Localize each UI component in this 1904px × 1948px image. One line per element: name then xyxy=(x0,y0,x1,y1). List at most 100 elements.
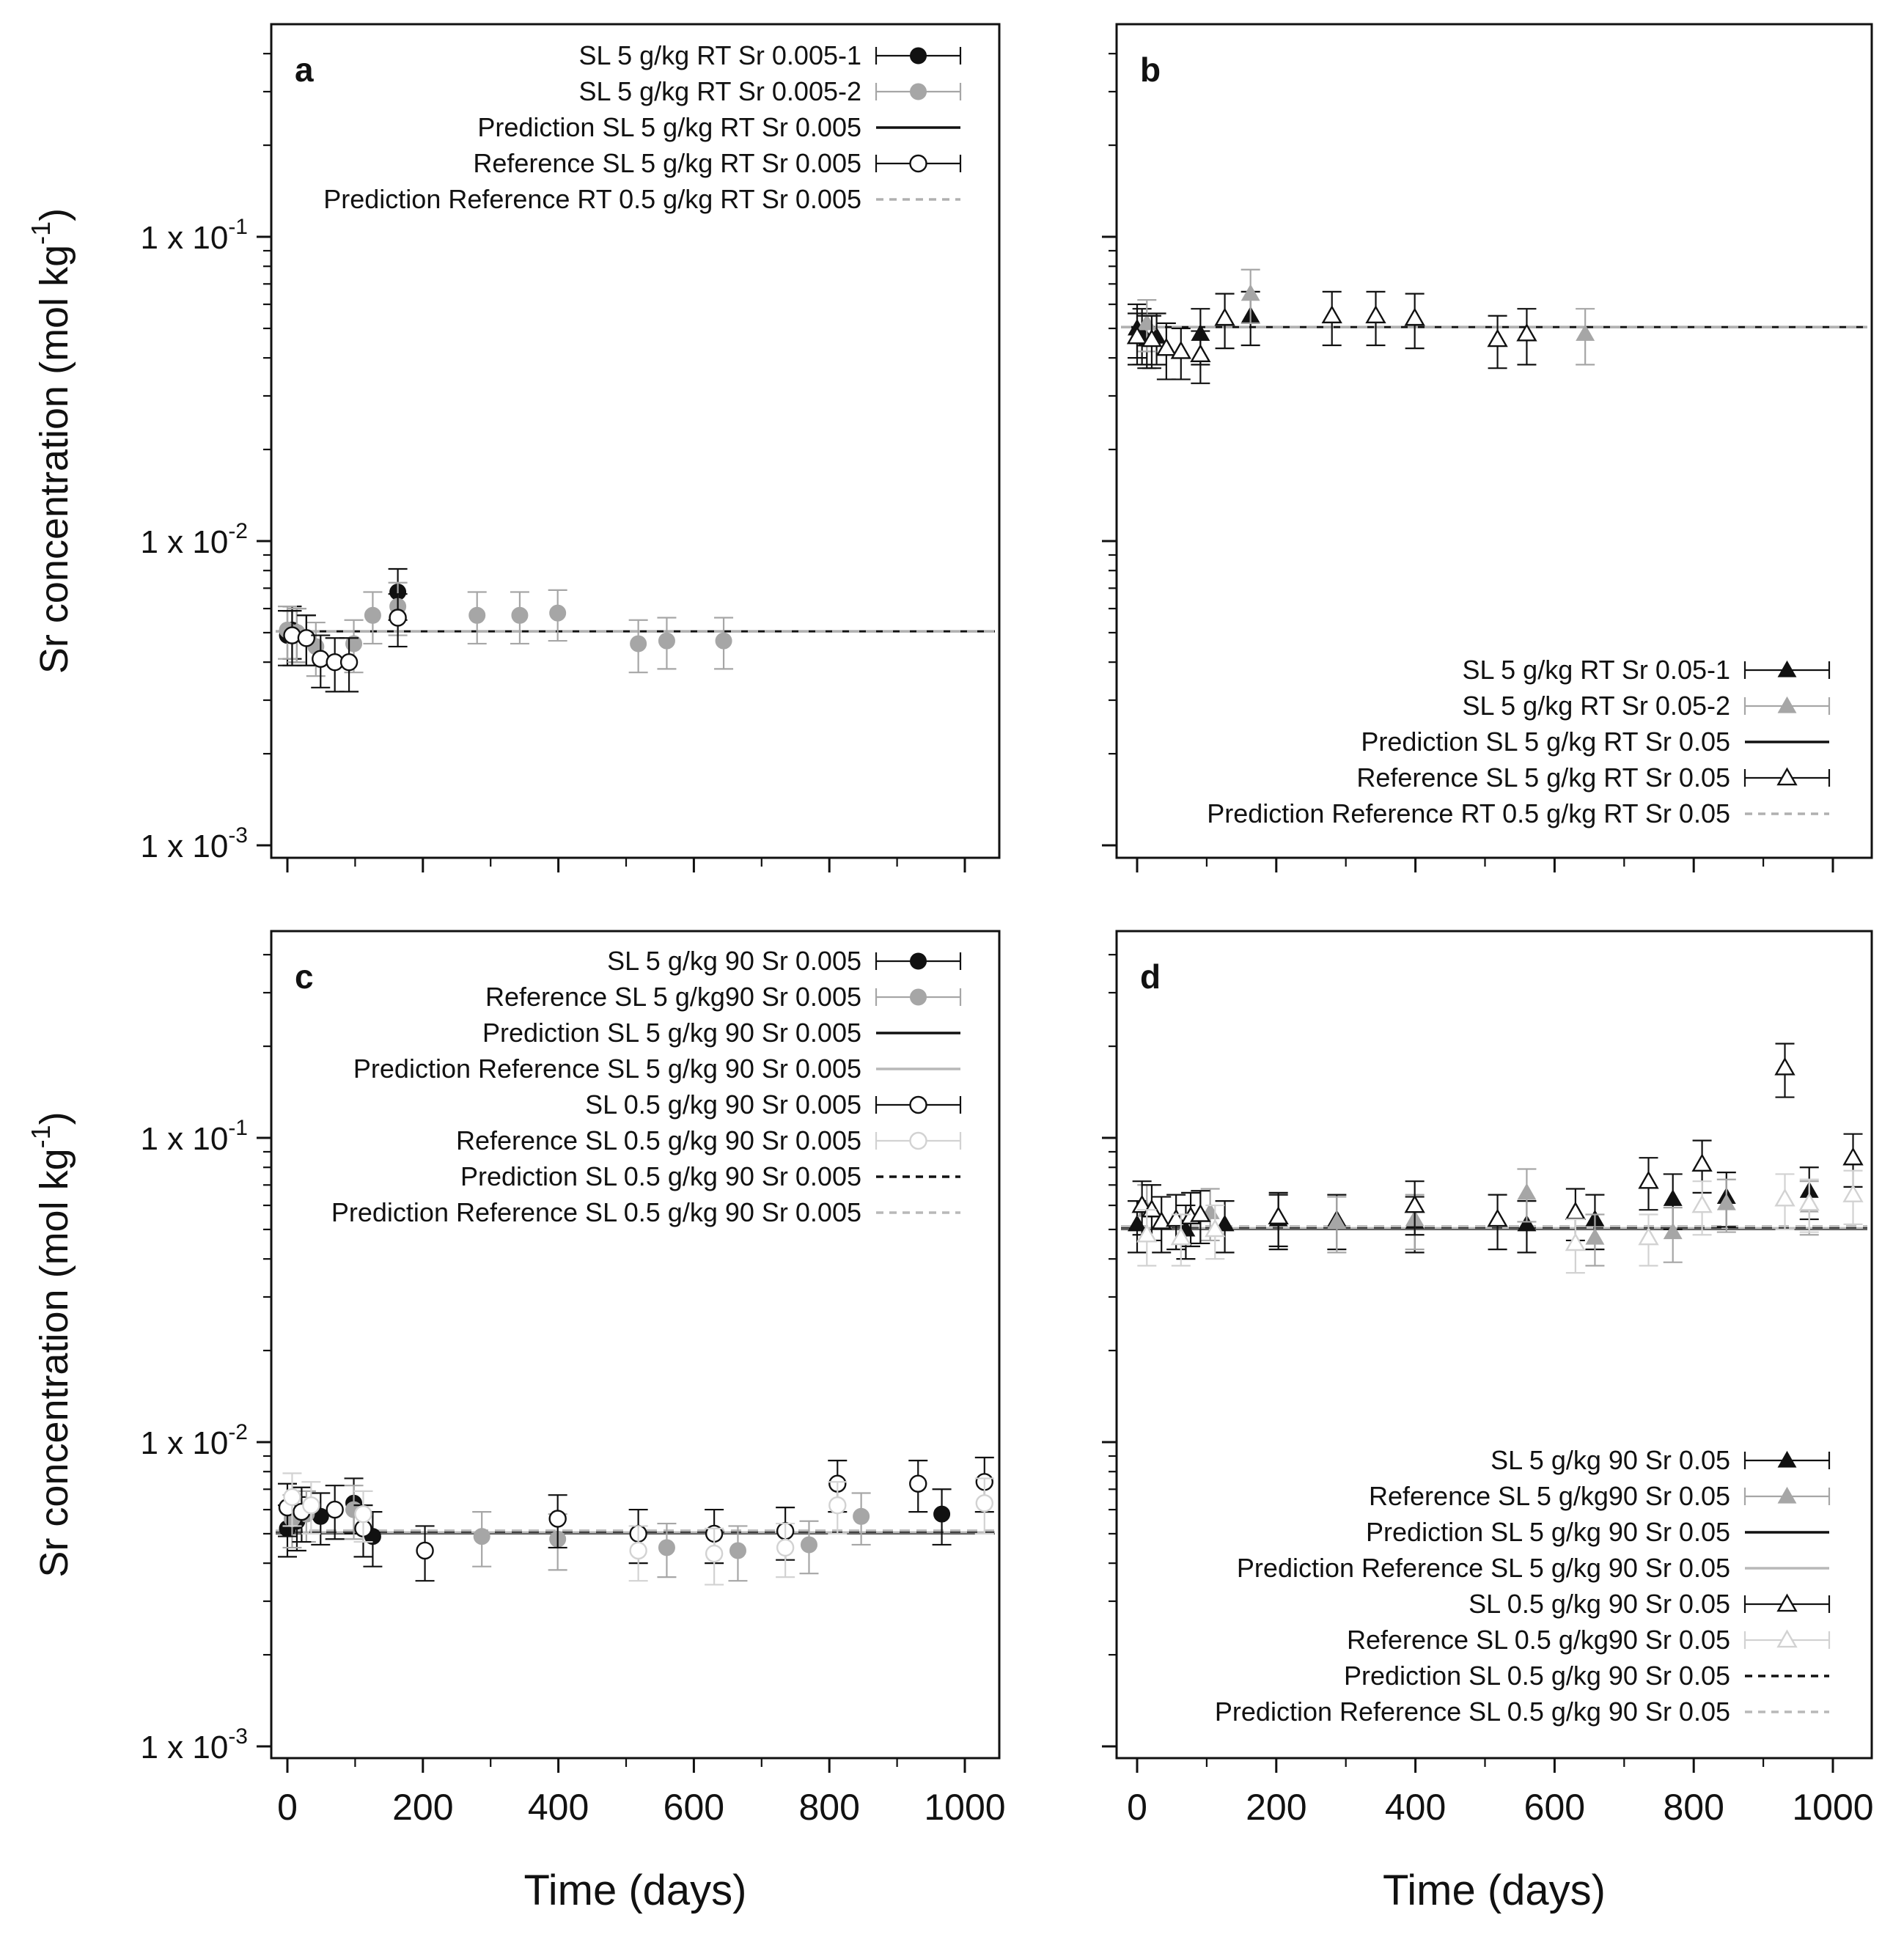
x-tick-label: 400 xyxy=(1385,1787,1446,1828)
data-point xyxy=(1365,305,1386,324)
panel-a: a1 x 10-11 x 10-21 x 10-3Sr concentratio… xyxy=(26,23,1001,872)
data-point xyxy=(1240,284,1260,301)
y-tick-exp: -1 xyxy=(228,1116,248,1140)
plot-frame xyxy=(1115,23,1873,859)
legend-label: SL 5 g/kg 90 Sr 0.05 xyxy=(1491,1445,1730,1475)
legend-label: Reference SL 5 g/kg90 Sr 0.005 xyxy=(485,982,861,1012)
data-point xyxy=(1141,328,1163,348)
legend: SL 5 g/kg RT Sr 0.005-1 SL 5 g/kg RT Sr 0… xyxy=(323,40,962,214)
legend-label: Prediction SL 5 g/kg RT Sr 0.005 xyxy=(477,112,861,142)
legend-label: Prediction Reference SL 5 g/kg 90 Sr 0.0… xyxy=(1237,1553,1730,1583)
data-series xyxy=(278,1456,994,1582)
legend-marker xyxy=(1777,696,1797,713)
data-point xyxy=(776,1538,795,1557)
data-series xyxy=(1136,1169,1864,1274)
y-axis-label: Sr concentration (mol kg-1) xyxy=(26,1111,76,1577)
data-point xyxy=(729,1542,746,1559)
legend-label: SL 5 g/kg RT Sr 0.05-2 xyxy=(1462,691,1730,721)
data-point xyxy=(1716,1193,1736,1210)
y-axis-label-exp: -1 xyxy=(26,1125,56,1148)
legend: SL 5 g/kg 90 Sr 0.05 Reference SL 5 g/kg9… xyxy=(1215,1445,1831,1727)
data-point xyxy=(1404,307,1425,326)
data-point xyxy=(1774,1188,1795,1207)
y-tick-label: 1 x 10-2 xyxy=(140,519,248,560)
data-point xyxy=(1638,1227,1659,1246)
data-point xyxy=(1170,1227,1191,1246)
data-point xyxy=(705,1544,724,1563)
y-tick-label: 1 x 10-2 xyxy=(140,1420,248,1461)
x-tick-label: 200 xyxy=(1246,1787,1306,1828)
data-point xyxy=(1404,1194,1425,1213)
panel-d: d 0 200 400 600 800 1000 Time (days) SL 5 g/kg 9… xyxy=(1102,930,1874,1914)
data-point xyxy=(1842,1147,1864,1166)
data-point xyxy=(1190,344,1211,362)
legend-label: Prediction SL 0.5 g/kg 90 Sr 0.05 xyxy=(1344,1661,1730,1691)
legend-label: Prediction Reference SL 0.5 g/kg 90 Sr 0… xyxy=(331,1197,861,1227)
legend-marker xyxy=(1776,1629,1798,1648)
y-tick-base: 1 x 10 xyxy=(140,1121,228,1157)
legend-label: Reference SL 0.5 g/kg90 Sr 0.05 xyxy=(1347,1625,1730,1655)
panel-letter: b xyxy=(1140,51,1161,89)
data-point xyxy=(800,1536,817,1554)
data-point xyxy=(1842,1184,1864,1202)
data-point xyxy=(339,653,359,672)
data-point xyxy=(1585,1227,1605,1245)
data-point xyxy=(473,1528,490,1545)
data-point xyxy=(1576,324,1595,341)
legend-label: SL 0.5 g/kg 90 Sr 0.05 xyxy=(1469,1589,1730,1619)
y-tick-exp: -2 xyxy=(228,519,248,543)
data-point xyxy=(630,635,647,653)
y-axis-label-exp: -1 xyxy=(26,221,56,245)
data-series xyxy=(1137,1168,1819,1267)
legend-label: SL 0.5 g/kg 90 Sr 0.005 xyxy=(585,1089,861,1120)
y-tick-label: 1 x 10-3 xyxy=(140,1724,248,1765)
legend-marker xyxy=(1777,1450,1797,1468)
data-point xyxy=(1131,1194,1153,1213)
data-point xyxy=(1663,1189,1683,1206)
y-tick-base: 1 x 10 xyxy=(140,1425,228,1461)
y-tick-label: 1 x 10-1 xyxy=(140,1116,248,1157)
data-point xyxy=(1691,1194,1713,1213)
x-tick-label: 800 xyxy=(1663,1787,1724,1828)
data-point xyxy=(1136,1224,1158,1243)
data-point xyxy=(389,609,407,627)
x-tick-label: 1000 xyxy=(924,1787,1005,1828)
data-point xyxy=(511,606,529,624)
legend-label: Prediction Reference RT 0.5 g/kg RT Sr 0… xyxy=(1207,798,1730,828)
legend-label: Reference SL 5 g/kg90 Sr 0.05 xyxy=(1369,1481,1730,1511)
legend-label: Prediction SL 5 g/kg 90 Sr 0.005 xyxy=(482,1018,861,1048)
data-point xyxy=(853,1507,870,1525)
legend-label: SL 5 g/kg RT Sr 0.05-1 xyxy=(1462,655,1730,685)
x-tick-label: 800 xyxy=(798,1787,859,1828)
data-point xyxy=(1565,1201,1587,1220)
y-tick-base: 1 x 10 xyxy=(140,220,228,256)
data-point xyxy=(1516,323,1537,342)
legend-marker xyxy=(1776,1593,1798,1612)
y-tick-label: 1 x 10-1 xyxy=(140,215,248,256)
data-point xyxy=(283,626,301,644)
data-point xyxy=(658,632,675,650)
legend-label: Prediction Reference SL 5 g/kg 90 Sr 0.0… xyxy=(353,1054,861,1084)
data-point xyxy=(1638,1170,1659,1189)
y-axis-label-main: Sr concentration (mol kg xyxy=(32,1148,76,1577)
panel-c: c1 x 10-11 x 10-21 x 10-3Sr concentratio… xyxy=(26,930,1006,1914)
data-point xyxy=(1137,313,1157,331)
x-tick-label: 200 xyxy=(392,1787,453,1828)
legend-marker xyxy=(909,1095,927,1114)
data-point xyxy=(549,604,567,622)
data-point xyxy=(1774,1056,1795,1076)
data-point xyxy=(909,1474,927,1493)
plot-frame xyxy=(1115,930,1873,1760)
y-axis-label-close: ) xyxy=(32,208,76,221)
x-tick-label: 0 xyxy=(1127,1787,1147,1828)
data-point xyxy=(1128,1214,1147,1232)
x-axis-label: Time (days) xyxy=(1383,1867,1606,1914)
legend-label: Prediction Reference RT 0.5 g/kg RT Sr 0… xyxy=(323,184,861,214)
data-series xyxy=(282,593,408,693)
legend-label: Prediction SL 5 g/kg 90 Sr 0.05 xyxy=(1366,1517,1730,1547)
y-tick-exp: -3 xyxy=(228,1724,248,1749)
legend-label: Reference SL 5 g/kg RT Sr 0.005 xyxy=(473,148,861,178)
legend-marker xyxy=(910,988,927,1006)
legend-marker xyxy=(1777,660,1797,677)
